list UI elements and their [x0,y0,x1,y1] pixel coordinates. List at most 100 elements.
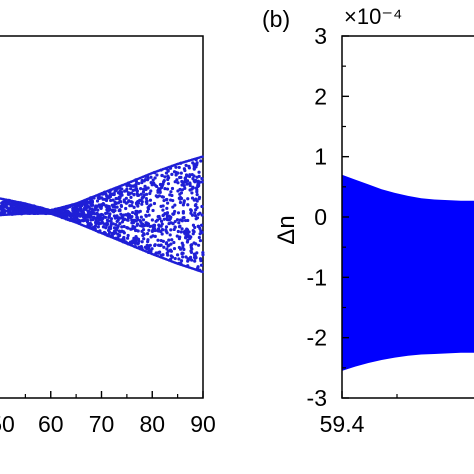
panel-a-scatter-point [122,224,126,229]
panel-a-scatter-point [106,222,110,226]
panel-a-scatter-point [66,217,70,221]
panel-a-scatter-point [156,190,160,194]
panel-a-scatter-point [173,219,177,224]
panel-a-scatter-point [148,191,152,196]
panel-a-scatter-point [101,225,106,229]
panel-a-scatter-point [189,208,193,212]
panel-a-scatter-point [124,201,129,205]
panel-a-scatter-point [157,194,162,198]
panel-a-scatter-point [86,211,91,215]
panel-a-scatter-point [72,219,77,223]
panel-b-label: (b) [262,6,290,32]
panel-a-scatter-point [176,181,180,185]
panel-b-y-tick-label: -1 [307,264,327,290]
panel-a-scatter-point [191,228,195,233]
panel-a-scatter-point [120,225,124,229]
panel-a-scatter-point [197,170,201,174]
panel-b-y-tick-label: -2 [307,325,327,351]
panel-a-scatter-point [176,171,180,175]
panel-a-scatter-point [167,214,171,218]
panel-a-scatter-point [166,253,170,257]
panel-a-x-ticks: 60 70 80 90 [24,391,216,437]
panel-a-scatter-point [140,240,144,244]
panel-a-scatter-point [161,208,165,212]
panel-a-scatter-point [96,208,100,212]
panel-a-scatter-point [94,221,98,225]
panel-a-scatter-point [104,198,109,203]
panel-a-scatter-point [114,187,119,191]
panel-a-scatter-point [69,217,73,221]
panel-a-scatter-point [51,211,55,216]
panel-a-scatter-point [156,243,161,247]
panel-a-scatter-point [115,228,119,232]
panel-a-scatter-point [136,193,140,198]
panel-a-scatter-point [113,236,117,240]
panel-a-scatter-point [93,208,97,212]
panel-a-scatter-point [126,226,130,230]
panel-a-scatter-point [90,212,94,216]
panel-a-scatter-point [177,165,181,170]
panel-a-scatter-point [20,210,24,214]
panel-a-scatter-point [190,258,194,262]
panel-a-scatter-point [162,180,166,184]
panel-a-scatter-point [199,263,204,267]
panel-a-scatter-point [154,219,158,223]
panel-a-scatter-point [186,203,190,207]
panel-a-scatter-point [162,217,166,221]
panel-a-scatter-point [185,232,189,236]
panel-a-scatter-point [186,197,190,201]
panel-a-scatter-point [166,177,170,182]
panel-a-scatter-point [110,232,115,236]
panel-a-scatter-point [183,218,188,223]
panel-a-scatter-point [85,203,89,207]
panel-a-scatter-point [76,209,80,213]
panel-a-scatter-point [15,210,19,214]
panel-a-scatter-point [88,206,92,211]
panel-a-scatter-point [159,168,163,172]
panel-a-scatter-point [132,184,136,188]
panel-a-scatter-point [197,235,201,240]
panel-a-scatter-point [121,240,125,244]
panel-a-scatter-point [76,219,81,223]
panel-b-y-tick-label: 2 [314,83,327,109]
panel-a-scatter-point [200,180,204,184]
panel-a-scatter-point [113,216,117,220]
panel-a-scatter-point [180,188,185,192]
panel-a-scatter-point [128,215,132,220]
panel-a-scatter-point [159,186,164,190]
panel-a-scatter-point [172,227,176,232]
panel-a-scatter-point [176,189,180,193]
panel-a-scatter-point [193,213,198,218]
panel-a-scatter-point [60,213,64,217]
panel-a-scatter-point [169,228,173,232]
panel-a-scatter-point [188,182,192,186]
panel-a-scatter-point [109,188,113,192]
panel-a-scatter-point [191,232,195,236]
panel-a-scatter-point [128,183,132,188]
panel-a-scatter-point [135,215,139,219]
panel-a-scatter-point [106,233,110,237]
panel-a-scatter-point [156,251,161,255]
panel-b: (b) ×10⁻⁴ Δn 3 2 1 0 -1 -2 -3 59.4 [262,4,474,437]
panel-a-scatter-point [179,259,184,263]
panel-a-scatter-point [162,245,166,249]
panel-b-x-ticks: 59.4 [320,391,398,437]
panel-a-scatter-point [170,193,174,198]
panel-a-scatter-point [143,245,147,249]
panel-a-scatter-point [19,205,23,209]
panel-a-scatter-point [24,208,28,212]
panel-a-scatter-point [117,216,121,220]
panel-a-scatter-point [143,184,147,188]
panel-a-scatter-point [149,248,153,253]
panel-a-scatter-point [201,155,204,158]
panel-a-scatter-point [169,254,173,258]
panel-a-scatter-point [177,261,181,265]
panel-a-scatter-point [175,253,180,257]
panel-a-scatter-point [197,184,201,188]
panel-a-scatter-point [179,247,183,251]
panel-a-scatter-point [193,211,197,215]
panel-a-scatter-point [169,190,173,194]
panel-a-scatter-point [78,205,82,209]
panel-a-scatter-point [71,212,75,216]
panel-a-scatter-point [78,214,83,218]
